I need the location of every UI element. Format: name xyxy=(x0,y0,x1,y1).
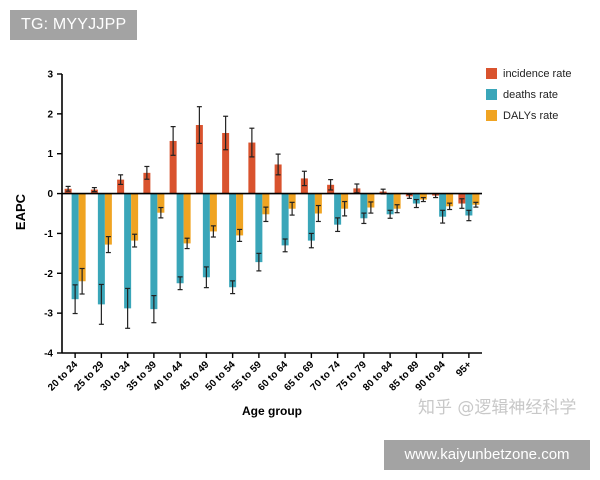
bar-deaths-rate xyxy=(412,193,420,204)
bar-dalys-rate xyxy=(157,193,165,213)
x-tick-label: 95+ xyxy=(454,359,474,379)
bar-deaths-rate xyxy=(334,193,342,225)
y-axis-title: EAPC xyxy=(13,193,28,230)
bar-deaths-rate xyxy=(465,193,473,216)
bar-deaths-rate xyxy=(202,193,210,278)
y-tick-label: -3 xyxy=(44,309,53,320)
y-tick-label: 1 xyxy=(47,149,53,160)
bar-dalys-rate xyxy=(236,193,244,236)
bar-deaths-rate xyxy=(176,193,184,284)
legend-label: DALYs rate xyxy=(503,110,558,122)
legend-label: incidence rate xyxy=(503,68,572,80)
bar-deaths-rate xyxy=(97,193,105,305)
legend-swatch xyxy=(486,68,497,79)
x-tick-label: 90 to 94 xyxy=(414,359,448,393)
bar-dalys-rate xyxy=(288,193,296,209)
bar-dalys-rate xyxy=(393,193,401,209)
legend-label: deaths rate xyxy=(503,89,558,101)
bar-deaths-rate xyxy=(281,193,289,246)
y-tick-label: -1 xyxy=(44,229,53,240)
bar-dalys-rate xyxy=(104,193,112,245)
y-tick-label: 0 xyxy=(47,189,53,200)
site-watermark: www.kaiyunbetzone.com xyxy=(384,440,590,470)
bar-incidence-rate xyxy=(195,125,203,194)
bar-dalys-rate xyxy=(262,193,270,215)
y-tick-label: -4 xyxy=(44,349,53,360)
bar-deaths-rate xyxy=(255,193,263,263)
bar-dalys-rate xyxy=(78,193,86,282)
bar-dalys-rate xyxy=(472,193,480,205)
bar-deaths-rate xyxy=(71,193,79,300)
bar-incidence-rate xyxy=(143,172,151,194)
x-axis-title: Age group xyxy=(242,404,302,418)
zhihu-watermark: 知乎 @逻辑神经科学 xyxy=(418,398,577,418)
bar-dalys-rate xyxy=(367,193,375,208)
bar-dalys-rate xyxy=(314,193,322,214)
y-tick-label: -2 xyxy=(44,269,53,280)
tg-watermark: TG: MYYJJPP xyxy=(10,10,138,40)
bar-dalys-rate xyxy=(131,193,139,241)
bar-deaths-rate xyxy=(229,193,237,288)
bar-deaths-rate xyxy=(150,193,158,310)
bar-incidence-rate xyxy=(169,140,177,194)
y-tick-label: 3 xyxy=(47,70,53,81)
bar-deaths-rate xyxy=(360,193,368,219)
bar-deaths-rate xyxy=(124,193,132,309)
bar-deaths-rate xyxy=(386,193,394,215)
bar-deaths-rate xyxy=(307,193,315,241)
bar-incidence-rate xyxy=(117,179,125,194)
legend-swatch xyxy=(486,110,497,121)
bar-incidence-rate xyxy=(274,164,282,194)
bar-dalys-rate xyxy=(446,193,454,207)
bar-incidence-rate xyxy=(222,132,230,194)
bar-dalys-rate xyxy=(209,193,217,232)
bar-dalys-rate xyxy=(183,193,191,244)
bar-deaths-rate xyxy=(439,193,447,217)
bar-incidence-rate xyxy=(248,142,256,194)
y-tick-label: 2 xyxy=(47,109,53,120)
bar-dalys-rate xyxy=(419,193,427,200)
legend-swatch xyxy=(486,89,497,100)
